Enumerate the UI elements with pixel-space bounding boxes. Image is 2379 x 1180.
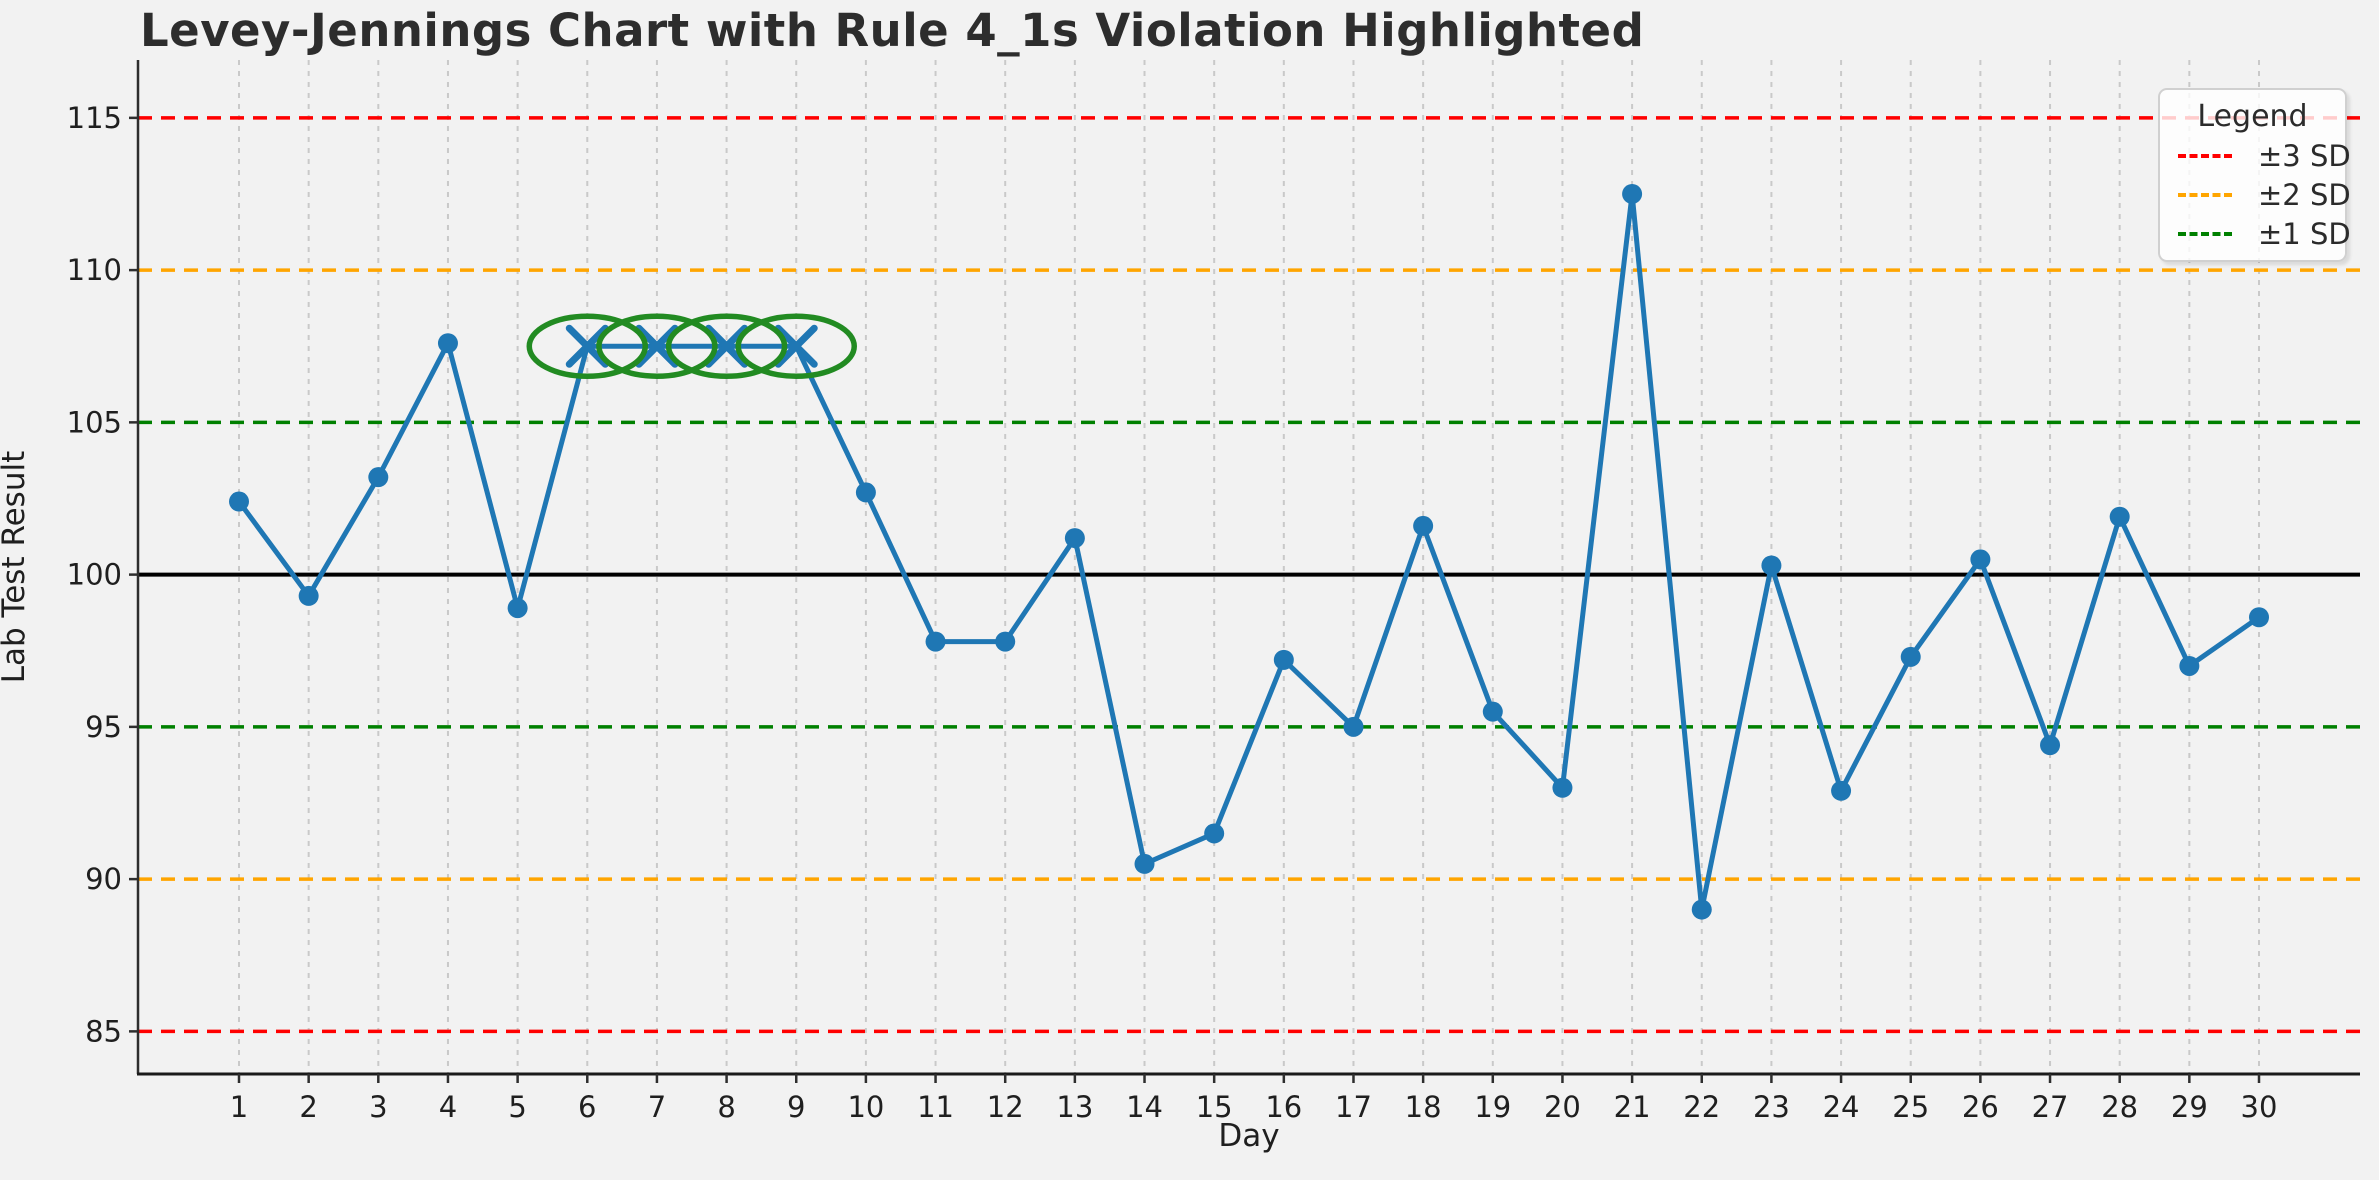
x-tick-label: 27	[2032, 1090, 2069, 1124]
legend-label-3sd: ±3 SD	[2258, 139, 2351, 173]
lab-result-series-line	[236, 191, 2262, 913]
data-point-day-22	[1691, 899, 1712, 920]
x-tick-label: 24	[1823, 1090, 1860, 1124]
x-axis-label: Day	[1218, 1118, 1280, 1154]
data-point-day-10	[855, 482, 876, 503]
x-tick-label: 12	[987, 1090, 1024, 1124]
data-point-day-4	[437, 333, 458, 354]
legend: Legend ±3 SD ±2 SD ±1 SD	[2158, 88, 2351, 262]
violation-highlight-ellipse-day-7	[596, 313, 718, 379]
x-tick-label: 30	[2241, 1090, 2278, 1124]
legend-label-2sd: ±2 SD	[2258, 178, 2351, 212]
x-tick-label: 23	[1753, 1090, 1790, 1124]
legend-entry-3sd: ±3 SD	[2170, 139, 2351, 173]
data-point-day-12	[995, 631, 1016, 652]
data-point-day-24	[1831, 780, 1852, 801]
x-tick-label: 10	[847, 1090, 884, 1124]
legend-title: Legend	[2197, 99, 2308, 134]
x-tick-label: 17	[1335, 1090, 1372, 1124]
data-point-day-15	[1204, 823, 1225, 844]
data-point-day-18	[1413, 515, 1434, 536]
data-point-day-25	[1900, 646, 1921, 667]
x-tick-label: 9	[787, 1090, 805, 1124]
y-tick-label: 100	[67, 558, 122, 592]
y-tick-label: 90	[85, 862, 122, 896]
y-tick-label: 105	[67, 405, 122, 439]
violation-x-marker-day-9	[774, 324, 818, 368]
x-tick-label: 5	[508, 1090, 526, 1124]
data-point-day-28	[2109, 506, 2130, 527]
data-point-day-13	[1064, 528, 1085, 549]
x-tick-label: 25	[1892, 1090, 1929, 1124]
y-tick-label: 110	[67, 253, 122, 287]
violation-x-marker-day-7	[635, 324, 679, 368]
data-point-day-26	[1970, 549, 1991, 570]
data-point-day-27	[2040, 735, 2061, 756]
violation-highlight-ellipse-day-8	[665, 313, 788, 379]
y-tick-label: 85	[85, 1014, 122, 1048]
x-tick-label: 16	[1265, 1090, 1302, 1124]
legend-label-1sd: ±1 SD	[2258, 217, 2351, 251]
y-tick-label: 95	[85, 710, 122, 744]
x-tick-label: 15	[1196, 1090, 1233, 1124]
x-tick-label: 7	[648, 1090, 666, 1124]
violation-x-marker-day-6	[565, 324, 609, 368]
data-point-day-5	[507, 598, 528, 619]
x-tick-label: 19	[1474, 1090, 1511, 1124]
data-point-day-2	[298, 585, 319, 606]
x-tick-label: 4	[439, 1090, 457, 1124]
x-tick-label: 13	[1056, 1090, 1093, 1124]
data-point-day-29	[2179, 655, 2200, 676]
legend-entry-2sd: ±2 SD	[2170, 178, 2351, 212]
x-tick-label: 11	[917, 1090, 954, 1124]
violation-x-marker-day-8	[705, 324, 749, 368]
data-point-day-1	[229, 491, 249, 512]
x-tick-label: 14	[1126, 1090, 1163, 1124]
y-tick-label: 115	[67, 101, 122, 135]
legend-swatch-2sd-dashed-line	[2178, 193, 2232, 197]
x-tick-label: 8	[717, 1090, 735, 1124]
legend-swatch-3sd-dashed-line	[2178, 154, 2232, 158]
data-point-day-21	[1622, 183, 1643, 204]
x-tick-label: 18	[1405, 1090, 1442, 1124]
x-tick-label: 29	[2171, 1090, 2208, 1124]
data-point-day-20	[1552, 777, 1573, 798]
chart-title: Levey-Jennings Chart with Rule 4_1s Viol…	[140, 4, 1645, 57]
violation-highlight-ellipse-day-6	[526, 313, 649, 379]
data-point-day-19	[1482, 701, 1503, 722]
x-tick-label: 21	[1614, 1090, 1651, 1124]
violation-highlight-ellipse-day-9	[735, 313, 857, 379]
x-tick-label: 2	[299, 1090, 317, 1124]
data-point-day-30	[2249, 607, 2269, 628]
x-tick-label: 20	[1544, 1090, 1581, 1124]
data-point-day-23	[1761, 555, 1782, 576]
x-tick-label: 26	[1962, 1090, 1999, 1124]
data-point-day-14	[1134, 853, 1155, 874]
legend-swatch-1sd-dashed-line	[2178, 232, 2232, 236]
x-tick-label: 6	[578, 1090, 596, 1124]
data-point-day-16	[1273, 649, 1294, 670]
data-point-day-17	[1343, 716, 1364, 737]
data-point-day-3	[368, 467, 389, 488]
x-tick-label: 28	[2101, 1090, 2138, 1124]
data-point-day-11	[925, 631, 946, 652]
x-tick-label: 1	[230, 1090, 248, 1124]
x-tick-label: 3	[369, 1090, 387, 1124]
x-tick-label: 22	[1683, 1090, 1720, 1124]
y-axis-label: Lab Test Result	[0, 450, 32, 684]
legend-entry-1sd: ±1 SD	[2170, 217, 2351, 251]
